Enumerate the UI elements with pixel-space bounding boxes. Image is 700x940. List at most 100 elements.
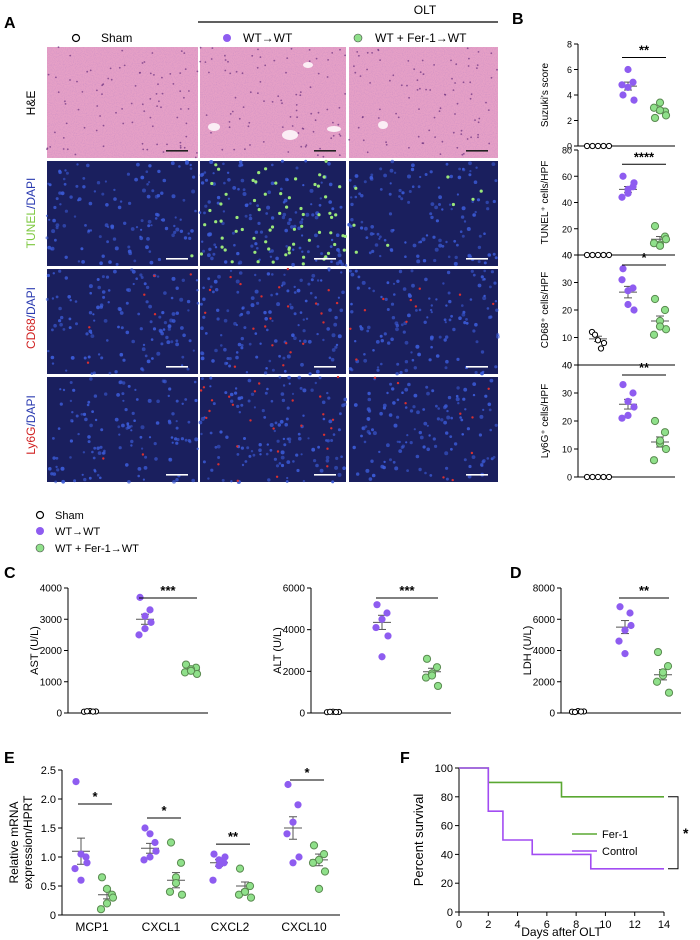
he-nucleus bbox=[179, 72, 182, 74]
y-tick-label: 40 bbox=[562, 251, 572, 261]
stained-cell bbox=[354, 186, 358, 190]
dapi-nucleus bbox=[468, 161, 472, 166]
dapi-nucleus bbox=[160, 342, 164, 346]
dapi-nucleus bbox=[350, 310, 354, 314]
dapi-nucleus bbox=[470, 269, 474, 273]
dapi-nucleus bbox=[418, 430, 422, 435]
he-nucleus bbox=[77, 108, 80, 111]
dapi-nucleus bbox=[466, 227, 471, 231]
dapi-nucleus bbox=[371, 249, 375, 253]
dapi-nucleus bbox=[213, 243, 217, 247]
dapi-nucleus bbox=[130, 444, 133, 447]
micrograph-ly6g-fer bbox=[349, 376, 498, 482]
scale-bar bbox=[466, 474, 488, 476]
stained-cell bbox=[301, 262, 305, 266]
he-nucleus bbox=[300, 145, 303, 148]
dapi-nucleus bbox=[472, 393, 476, 397]
dapi-nucleus bbox=[69, 381, 73, 384]
dapi-nucleus bbox=[230, 399, 234, 403]
dapi-nucleus bbox=[360, 226, 364, 230]
dapi-nucleus bbox=[105, 275, 110, 279]
dapi-nucleus bbox=[304, 159, 308, 163]
dapi-nucleus bbox=[430, 335, 434, 340]
stained-cell bbox=[363, 309, 367, 312]
dapi-nucleus bbox=[62, 388, 66, 392]
dapi-nucleus bbox=[294, 211, 298, 214]
he-nucleus bbox=[185, 122, 188, 125]
dapi-nucleus bbox=[170, 296, 174, 300]
data-point-fer bbox=[308, 858, 318, 867]
dapi-nucleus bbox=[75, 414, 79, 418]
dapi-nucleus bbox=[445, 359, 449, 364]
dapi-nucleus bbox=[404, 340, 409, 345]
dapi-nucleus bbox=[292, 460, 295, 463]
data-point-wt bbox=[630, 179, 638, 187]
dapi-nucleus bbox=[236, 290, 240, 294]
he-nucleus bbox=[141, 142, 144, 145]
stained-cell bbox=[287, 251, 291, 255]
dapi-nucleus bbox=[216, 444, 221, 449]
dapi-nucleus bbox=[140, 219, 144, 223]
stained-cell bbox=[143, 293, 146, 296]
he-nucleus bbox=[242, 106, 245, 108]
stained-cell bbox=[286, 267, 290, 271]
he-nucleus bbox=[81, 91, 84, 93]
data-point-wt bbox=[619, 91, 627, 99]
dapi-nucleus bbox=[237, 187, 240, 191]
dapi-nucleus bbox=[363, 358, 368, 363]
dapi-nucleus bbox=[287, 375, 291, 380]
dapi-nucleus bbox=[266, 328, 269, 332]
dapi-nucleus bbox=[467, 253, 472, 258]
dapi-nucleus bbox=[275, 292, 279, 296]
dapi-nucleus bbox=[93, 319, 96, 322]
dapi-nucleus bbox=[60, 315, 64, 320]
dapi-nucleus bbox=[118, 446, 122, 450]
dapi-nucleus bbox=[334, 345, 338, 349]
dapi-nucleus bbox=[388, 413, 393, 417]
stained-cell bbox=[282, 364, 285, 367]
dapi-nucleus bbox=[367, 397, 372, 402]
dapi-nucleus bbox=[293, 291, 297, 294]
he-nucleus bbox=[179, 146, 182, 149]
dapi-nucleus bbox=[188, 440, 192, 444]
dapi-nucleus bbox=[416, 254, 420, 258]
dapi-nucleus bbox=[315, 369, 320, 374]
dapi-nucleus bbox=[407, 293, 411, 297]
dapi-nucleus bbox=[342, 466, 346, 471]
y-tick-label: 2.5 bbox=[41, 765, 56, 777]
he-nucleus bbox=[180, 108, 182, 110]
dapi-nucleus bbox=[155, 212, 159, 217]
he-nucleus bbox=[358, 54, 360, 57]
dapi-nucleus bbox=[117, 205, 122, 210]
dapi-nucleus bbox=[398, 440, 401, 444]
y-axis-label: ALT (U/L) bbox=[272, 627, 284, 674]
dapi-nucleus bbox=[45, 236, 49, 240]
dapi-nucleus bbox=[459, 416, 462, 419]
dapi-nucleus bbox=[87, 355, 91, 359]
stained-cell bbox=[256, 260, 260, 264]
dapi-nucleus bbox=[53, 205, 57, 210]
stained-cell bbox=[287, 196, 291, 200]
he-nucleus bbox=[496, 68, 498, 71]
dapi-nucleus bbox=[472, 273, 476, 277]
dapi-nucleus bbox=[141, 447, 144, 450]
dapi-nucleus bbox=[445, 304, 448, 307]
dapi-nucleus bbox=[447, 291, 451, 295]
dapi-nucleus bbox=[482, 459, 486, 463]
dapi-nucleus bbox=[62, 224, 67, 228]
he-nucleus bbox=[277, 95, 280, 98]
dapi-nucleus bbox=[393, 293, 396, 296]
dapi-nucleus bbox=[425, 385, 429, 389]
dapi-nucleus bbox=[484, 394, 488, 398]
stained-cell bbox=[285, 342, 288, 345]
dapi-nucleus bbox=[379, 188, 383, 191]
he-nucleus bbox=[118, 66, 121, 69]
dapi-nucleus bbox=[299, 220, 304, 225]
y-tick-label: 4000 bbox=[533, 646, 556, 657]
x-tick-label: 12 bbox=[629, 919, 641, 931]
dapi-nucleus bbox=[235, 355, 239, 360]
he-nucleus bbox=[224, 69, 227, 72]
dapi-nucleus bbox=[141, 347, 146, 352]
stained-cell bbox=[302, 342, 305, 345]
